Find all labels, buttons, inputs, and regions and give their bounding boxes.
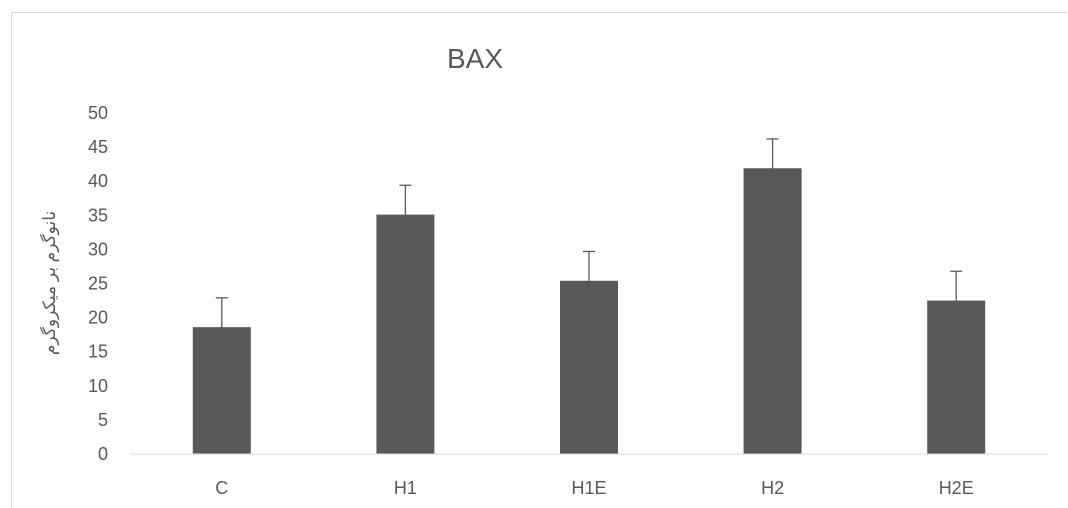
x-tick-label-h2e: H2E (939, 478, 974, 498)
error-bars (215, 138, 963, 358)
chart-frame (11, 12, 1067, 508)
y-tick-label: 10 (88, 376, 108, 396)
y-tick-label: 40 (88, 171, 108, 191)
y-tick-label: 50 (88, 103, 108, 123)
x-axis-ticks: C H1 H1E H2 H2E (215, 478, 973, 498)
y-tick-label: 25 (88, 274, 108, 294)
y-tick-label: 20 (88, 308, 108, 328)
y-tick-label: 45 (88, 137, 108, 157)
error-bar-c (215, 297, 228, 358)
error-bar-h1e (583, 250, 595, 311)
bar-h1 (376, 214, 435, 454)
x-tick-label-h1e: H1E (571, 478, 606, 498)
y-tick-label: 0 (98, 444, 108, 464)
x-tick-label-h1: H1 (394, 478, 417, 498)
error-bar-h2e (950, 270, 963, 331)
y-axis-label: نانوگرم بر میکروگرم (39, 211, 60, 355)
y-tick-label: 30 (88, 239, 108, 259)
bar-h2 (743, 168, 802, 454)
y-axis-ticks: 0 5 10 15 20 25 30 35 40 45 50 (88, 103, 108, 464)
error-bar-h2 (766, 138, 779, 199)
x-tick-label-c: C (215, 478, 228, 498)
y-tick-label: 5 (98, 410, 108, 430)
y-tick-label: 15 (88, 342, 108, 362)
y-tick-label: 35 (88, 205, 108, 225)
chart-title: BAX (447, 43, 503, 74)
error-bar-h1 (399, 184, 412, 245)
bar-series (192, 168, 986, 454)
x-tick-label-h2: H2 (761, 478, 784, 498)
